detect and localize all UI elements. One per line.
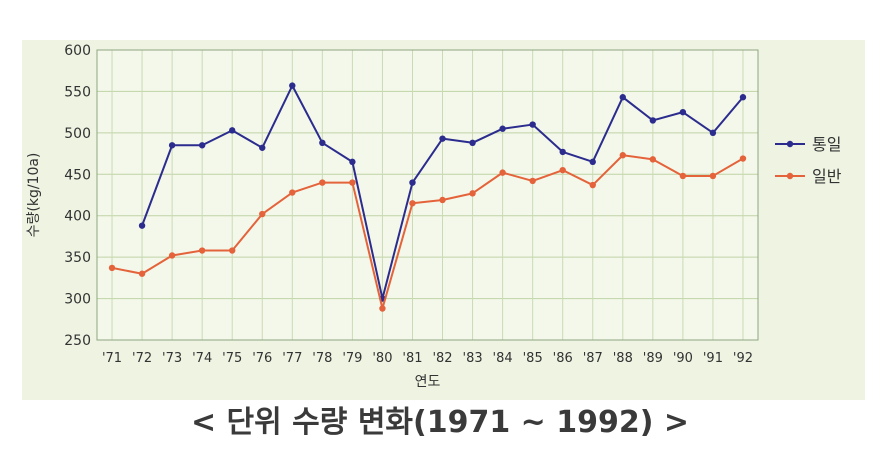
x-tick-label: '78 bbox=[312, 351, 332, 366]
data-point bbox=[229, 127, 236, 134]
x-tick-label: '84 bbox=[493, 351, 513, 366]
data-point bbox=[198, 247, 206, 254]
data-point bbox=[649, 156, 657, 163]
data-point bbox=[559, 166, 566, 174]
data-point bbox=[289, 189, 296, 196]
y-tick-label: 350 bbox=[64, 250, 91, 266]
data-point bbox=[229, 247, 236, 254]
data-point bbox=[739, 155, 747, 162]
data-point bbox=[439, 135, 446, 142]
x-tick-label: '71 bbox=[102, 351, 122, 366]
x-tick-label: '89 bbox=[643, 351, 663, 366]
y-tick-label: 250 bbox=[64, 333, 91, 349]
data-point bbox=[138, 222, 146, 229]
legend-label: 통일 bbox=[812, 135, 841, 154]
data-point bbox=[709, 129, 717, 137]
legend-label: 일반 bbox=[812, 167, 842, 186]
x-tick-label: '82 bbox=[432, 351, 452, 366]
data-point bbox=[709, 172, 717, 180]
data-point bbox=[559, 148, 566, 156]
data-point bbox=[739, 94, 747, 101]
series-line-1 bbox=[111, 154, 744, 310]
x-axis-title: 연도 bbox=[415, 374, 441, 390]
data-point bbox=[108, 264, 116, 272]
plot-frame bbox=[96, 49, 759, 341]
y-tick-label: 600 bbox=[64, 43, 91, 59]
data-point bbox=[589, 181, 596, 189]
data-point bbox=[499, 169, 506, 176]
data-point bbox=[439, 196, 446, 204]
y-axis-title: 수량(kg/10a) bbox=[26, 153, 42, 238]
x-tick-label: '74 bbox=[192, 351, 212, 366]
x-tick-label: '91 bbox=[703, 351, 723, 366]
x-tick-label: '87 bbox=[583, 351, 603, 366]
x-tick-label: '75 bbox=[222, 351, 242, 366]
data-point bbox=[469, 190, 476, 197]
x-tick-label: '79 bbox=[342, 351, 362, 366]
data-point bbox=[168, 142, 176, 149]
x-tick-label: '72 bbox=[132, 351, 152, 366]
data-point bbox=[409, 179, 416, 186]
data-point bbox=[319, 179, 326, 186]
chart-caption: < 단위 수량 변화(1971 ~ 1992) > bbox=[190, 405, 690, 440]
data-point bbox=[649, 117, 657, 124]
data-point bbox=[259, 210, 266, 218]
y-tick-label: 550 bbox=[64, 84, 91, 100]
data-point bbox=[349, 158, 356, 166]
data-point bbox=[679, 172, 687, 180]
x-tick-label: '80 bbox=[372, 351, 392, 366]
data-point bbox=[529, 177, 536, 185]
x-tick-label: '85 bbox=[523, 351, 543, 366]
x-tick-label: '90 bbox=[673, 351, 693, 366]
x-tick-label: '76 bbox=[252, 351, 272, 366]
data-point bbox=[619, 152, 626, 159]
y-tick-label: 400 bbox=[64, 209, 91, 225]
data-point bbox=[259, 144, 266, 151]
y-tick-label: 300 bbox=[64, 292, 91, 308]
data-point bbox=[319, 139, 326, 146]
legend-marker bbox=[786, 140, 794, 148]
data-point bbox=[529, 121, 536, 128]
data-point bbox=[409, 200, 416, 207]
data-point bbox=[379, 305, 386, 312]
x-tick-label: '81 bbox=[402, 351, 422, 366]
data-point bbox=[469, 139, 476, 146]
x-tick-label: '86 bbox=[553, 351, 573, 366]
y-tick-label: 450 bbox=[64, 167, 91, 183]
data-point bbox=[499, 125, 506, 132]
plot-background bbox=[97, 50, 758, 340]
y-tick-label: 500 bbox=[64, 126, 91, 142]
data-point bbox=[138, 270, 146, 277]
legend-marker bbox=[786, 172, 794, 180]
x-tick-label: '88 bbox=[613, 351, 633, 366]
x-tick-label: '83 bbox=[463, 351, 483, 366]
data-point bbox=[349, 179, 356, 186]
data-point bbox=[168, 252, 176, 259]
x-tick-label: '77 bbox=[282, 351, 302, 366]
data-point bbox=[589, 158, 596, 166]
data-point bbox=[289, 82, 296, 89]
x-tick-label: '92 bbox=[733, 351, 753, 366]
x-tick-label: '73 bbox=[162, 351, 182, 366]
data-point bbox=[679, 108, 687, 116]
data-point bbox=[198, 142, 206, 149]
data-point bbox=[619, 94, 626, 101]
